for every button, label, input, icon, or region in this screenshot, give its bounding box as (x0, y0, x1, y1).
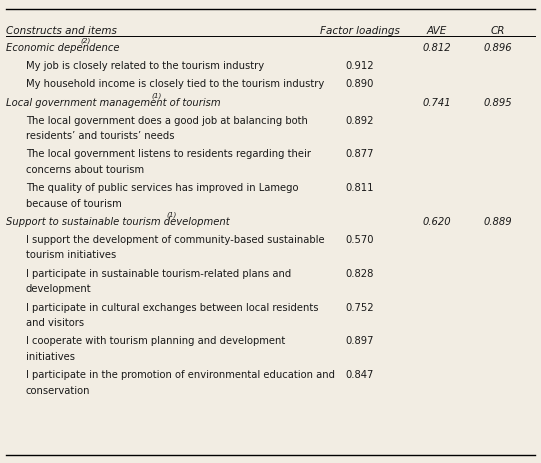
Text: The local government listens to residents regarding their: The local government listens to resident… (26, 149, 311, 159)
Text: because of tourism: because of tourism (26, 198, 122, 208)
Text: Support to sustainable tourism development: Support to sustainable tourism developme… (6, 217, 230, 227)
Text: I participate in cultural exchanges between local residents: I participate in cultural exchanges betw… (26, 302, 319, 312)
Text: 0.741: 0.741 (423, 98, 451, 108)
Text: 0.828: 0.828 (346, 268, 374, 278)
Text: 0.897: 0.897 (346, 336, 374, 346)
Text: tourism initiatives: tourism initiatives (26, 250, 116, 260)
Text: 0.890: 0.890 (346, 79, 374, 89)
Text: CR: CR (491, 25, 505, 36)
Text: 0.811: 0.811 (346, 183, 374, 193)
Text: 0.847: 0.847 (346, 369, 374, 380)
Text: initiatives: initiatives (26, 351, 75, 361)
Text: My job is closely related to the tourism industry: My job is closely related to the tourism… (26, 61, 264, 71)
Text: 0.892: 0.892 (346, 115, 374, 125)
Text: 0.752: 0.752 (346, 302, 374, 312)
Text: development: development (26, 283, 91, 294)
Text: concerns about tourism: concerns about tourism (26, 164, 144, 175)
Text: conservation: conservation (26, 385, 90, 395)
Text: 0.620: 0.620 (423, 217, 451, 227)
Text: (1): (1) (151, 92, 162, 99)
Text: 0.912: 0.912 (346, 61, 374, 71)
Text: and visitors: and visitors (26, 317, 84, 327)
Text: AVE: AVE (427, 25, 447, 36)
Text: I participate in the promotion of environmental education and: I participate in the promotion of enviro… (26, 369, 335, 380)
Text: 0.812: 0.812 (423, 43, 451, 53)
Text: My household income is closely tied to the tourism industry: My household income is closely tied to t… (26, 79, 324, 89)
Text: The quality of public services has improved in Lamego: The quality of public services has impro… (26, 183, 299, 193)
Text: Constructs and items: Constructs and items (6, 25, 117, 36)
Text: residents’ and tourists’ needs: residents’ and tourists’ needs (26, 131, 174, 141)
Text: 0.570: 0.570 (346, 234, 374, 244)
Text: (1): (1) (167, 211, 177, 218)
Text: 0.889: 0.889 (484, 217, 512, 227)
Text: The local government does a good job at balancing both: The local government does a good job at … (26, 115, 308, 125)
Text: Factor loadings: Factor loadings (320, 25, 400, 36)
Text: I support the development of community-based sustainable: I support the development of community-b… (26, 234, 325, 244)
Text: 0.895: 0.895 (484, 98, 512, 108)
Text: 0.877: 0.877 (346, 149, 374, 159)
Text: I participate in sustainable tourism-related plans and: I participate in sustainable tourism-rel… (26, 268, 291, 278)
Text: 0.896: 0.896 (484, 43, 512, 53)
Text: (2): (2) (80, 38, 91, 44)
Text: I cooperate with tourism planning and development: I cooperate with tourism planning and de… (26, 336, 285, 346)
Text: Economic dependence: Economic dependence (6, 43, 120, 53)
Text: Local government management of tourism: Local government management of tourism (6, 98, 221, 108)
